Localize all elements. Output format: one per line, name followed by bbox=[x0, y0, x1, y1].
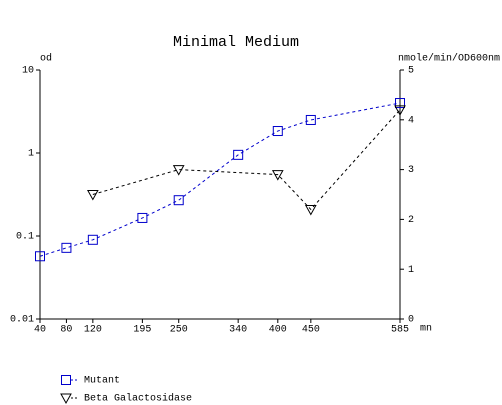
y2-tick-label: 0 bbox=[408, 315, 414, 326]
y2-tick-label: 4 bbox=[408, 115, 414, 126]
marker bbox=[305, 114, 316, 125]
legend-label: Mutant bbox=[84, 376, 120, 387]
marker bbox=[304, 204, 317, 216]
x-axis-label: mn bbox=[420, 324, 432, 335]
series-line bbox=[39, 102, 401, 257]
y2-tick-label: 5 bbox=[408, 66, 414, 77]
y2-tick-label: 3 bbox=[408, 165, 414, 176]
marker bbox=[272, 126, 283, 137]
marker bbox=[86, 190, 99, 201]
marker bbox=[137, 212, 148, 223]
x-tick-label: 195 bbox=[133, 325, 151, 336]
series-line bbox=[92, 109, 401, 211]
x-tick-label: 120 bbox=[84, 325, 102, 336]
x-tick-label: 400 bbox=[269, 325, 287, 336]
marker bbox=[61, 242, 72, 253]
legend-marker bbox=[60, 393, 72, 405]
y-tick-label: 10 bbox=[22, 66, 34, 77]
y-tick-label: 0.1 bbox=[16, 232, 34, 243]
y2-tick-label: 2 bbox=[408, 215, 414, 226]
x-tick-label: 40 bbox=[34, 325, 46, 336]
y-axis-label: od bbox=[40, 53, 52, 65]
x-tick-label: 340 bbox=[229, 325, 247, 336]
marker bbox=[172, 165, 185, 176]
y-tick-label: 1 bbox=[28, 149, 34, 160]
x-tick-label: 585 bbox=[391, 325, 409, 336]
marker bbox=[394, 105, 406, 116]
chart-title: Minimal Medium bbox=[173, 34, 299, 51]
y2-axis-label: nmole/min/OD600nm bbox=[398, 53, 500, 65]
marker bbox=[271, 170, 284, 181]
legend-label: Beta Galactosidase bbox=[84, 393, 192, 405]
marker bbox=[233, 149, 244, 160]
x-tick-label: 450 bbox=[302, 325, 320, 336]
marker bbox=[35, 251, 45, 262]
marker bbox=[395, 98, 405, 109]
y2-tick-label: 1 bbox=[408, 265, 414, 276]
y-tick-label: 0.01 bbox=[10, 315, 34, 326]
x-tick-label: 80 bbox=[60, 325, 72, 336]
legend-marker bbox=[61, 375, 71, 385]
marker bbox=[173, 195, 184, 206]
x-tick-label: 250 bbox=[170, 325, 188, 336]
marker bbox=[87, 234, 98, 245]
